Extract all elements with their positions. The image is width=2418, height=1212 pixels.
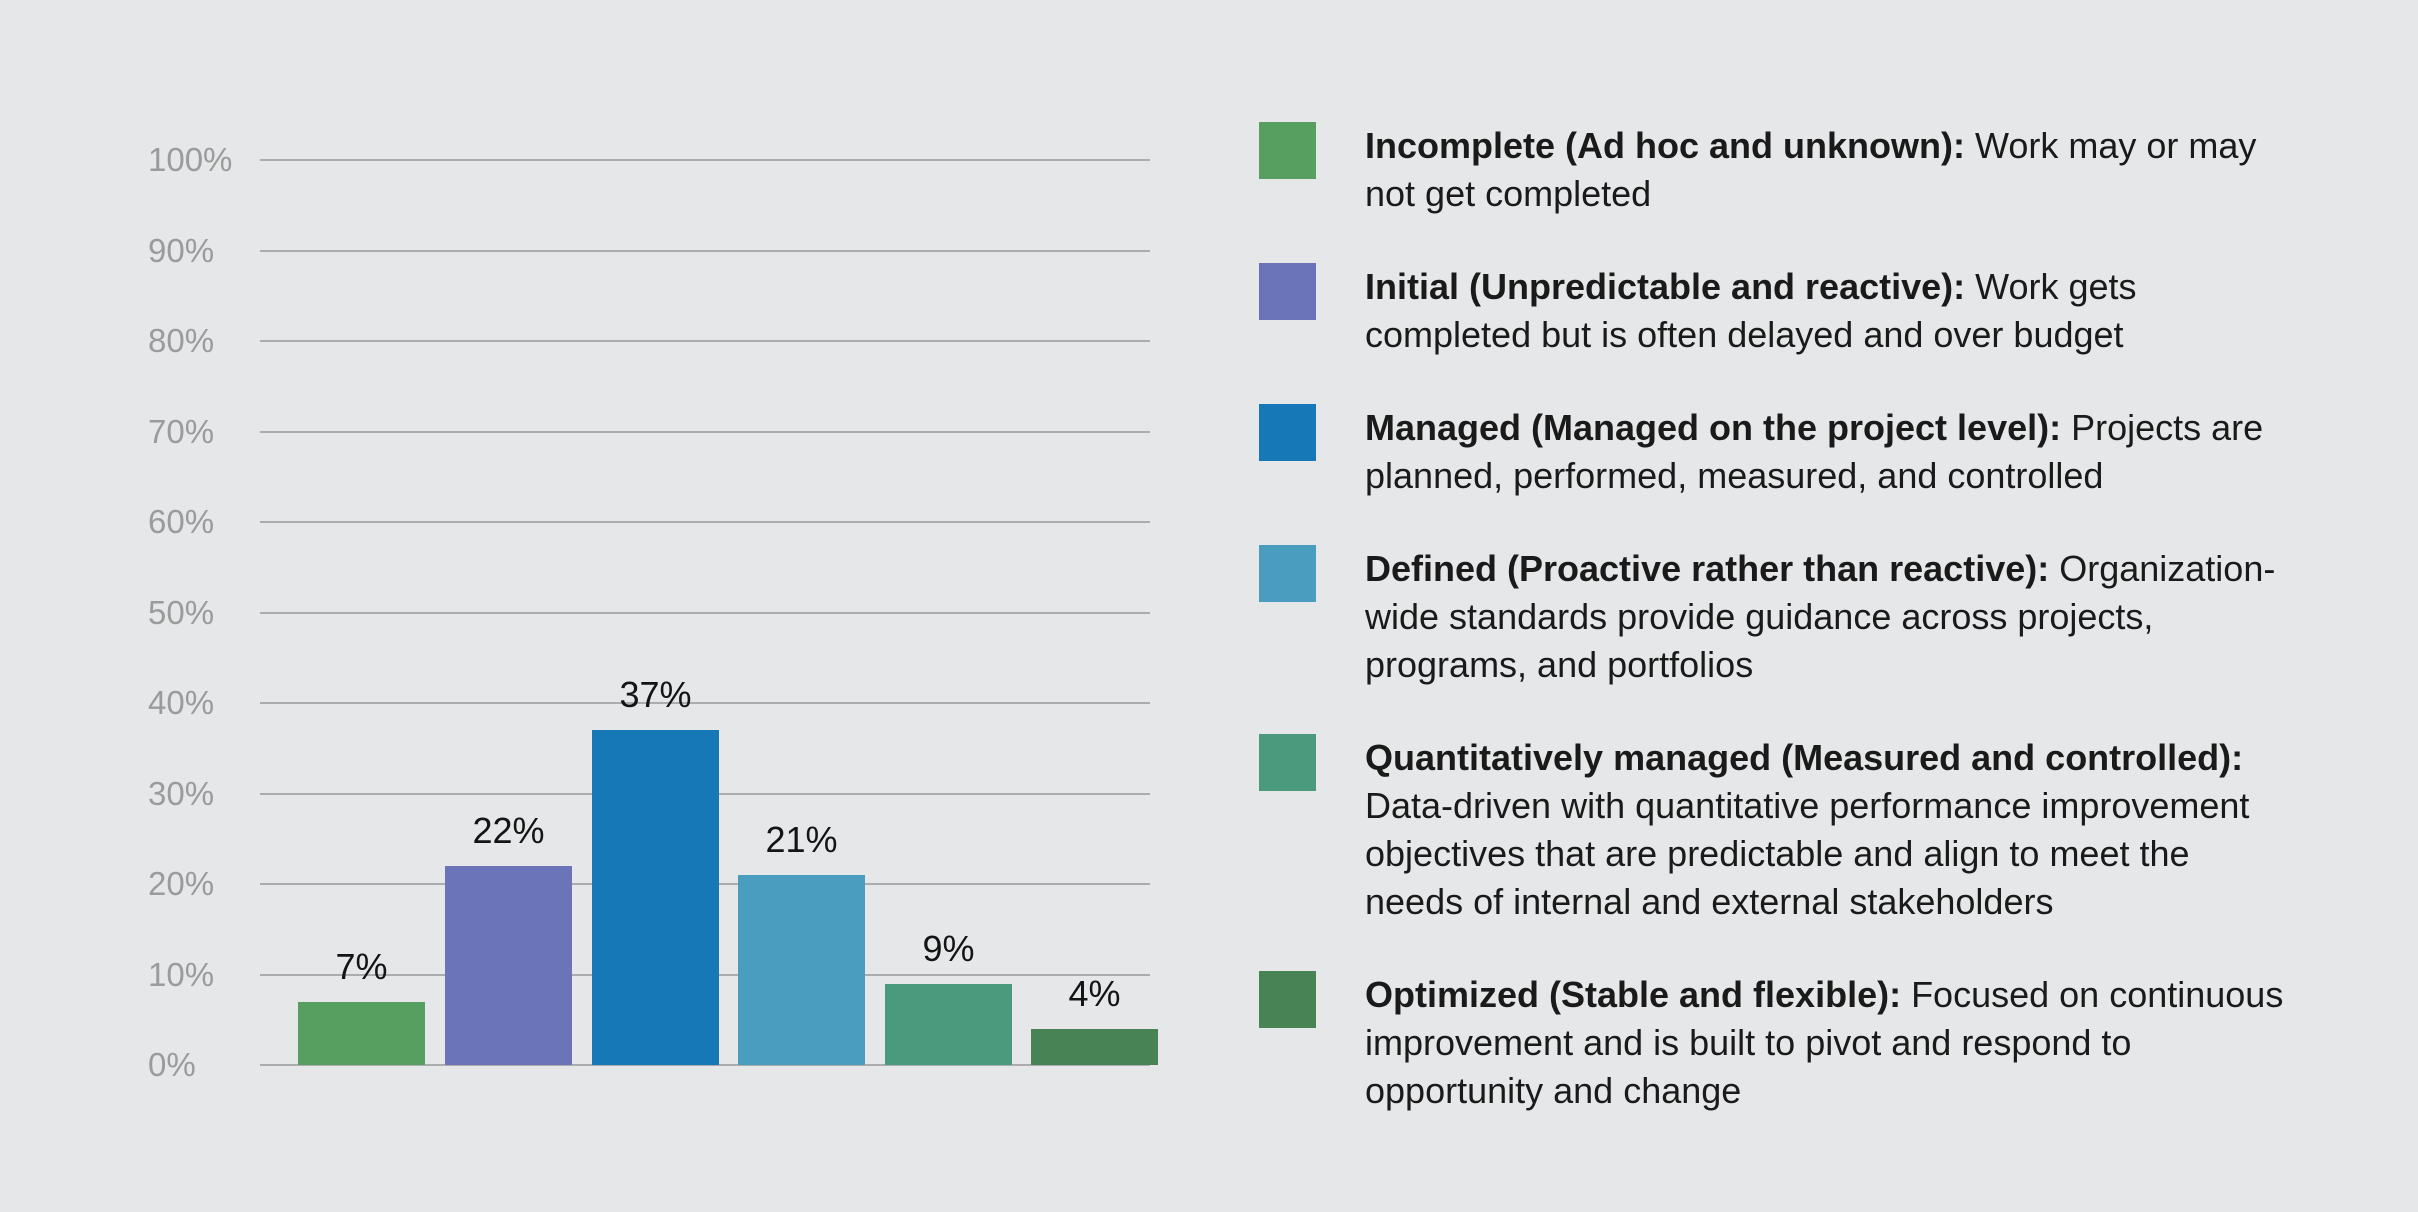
legend-text-6: Optimized (Stable and flexible): Focused… [1365,971,2295,1115]
legend-swatch-2 [1259,263,1316,320]
legend-swatch-5 [1259,734,1316,791]
legend: Incomplete (Ad hoc and unknown): Work ma… [1259,122,2319,1115]
y-axis-tick-label-10: 10% [148,955,215,993]
legend-description-4: Organization-wide standards provide guid… [1365,548,2276,685]
legend-item-6: Optimized (Stable and flexible): Focused… [1259,971,2319,1115]
legend-swatch-4 [1259,545,1316,602]
legend-term-1: Incomplete (Ad hoc and unknown): [1365,125,1965,166]
y-axis-tick-label-40: 40% [148,684,215,721]
bar-incomplete [298,1001,425,1065]
gridline-90 [260,249,1150,252]
legend-term-4: Defined (Proactive rather than reactive)… [1365,548,2050,589]
legend-description-3: Projects are planned, performed, measure… [1365,407,2264,496]
legend-term-3: Managed (Managed on the project level): [1365,407,2062,448]
gridline-40 [260,702,1150,704]
bar-value-label-optimized: 4% [1068,972,1121,1014]
bar-value-label-incomplete: 7% [335,945,388,987]
gridline-100 [260,159,1150,161]
legend-swatch-6 [1259,971,1316,1028]
y-axis-tick-label-30: 30% [148,774,215,812]
legend-item-4: Defined (Proactive rather than reactive)… [1259,545,2319,689]
bar-value-label-defined: 21% [765,818,838,860]
legend-description-1: Work may or may not get completed [1365,125,2257,214]
legend-text-1: Incomplete (Ad hoc and unknown): Work ma… [1365,122,2295,218]
legend-text-3: Managed (Managed on the project level): … [1365,404,2295,500]
bar-value-label-managed: 37% [619,674,692,716]
legend-text-2: Initial (Unpredictable and reactive): Wo… [1365,263,2295,359]
y-axis-tick-label-70: 70% [148,412,215,450]
bar-optimized [1031,1028,1158,1065]
bar-quantitatively-managed [885,983,1012,1065]
legend-term-2: Initial (Unpredictable and reactive): [1365,266,1966,307]
legend-swatch-1 [1259,122,1316,179]
legend-text-4: Defined (Proactive rather than reactive)… [1365,545,2295,689]
legend-swatch-3 [1259,404,1316,461]
bar-value-label-quantitatively-managed: 9% [922,927,975,969]
legend-description-2: Work gets completed but is often delayed… [1365,266,2137,355]
bar-managed [592,730,719,1065]
y-axis-tick-label-90: 90% [148,231,215,269]
legend-term-5: Quantitatively managed (Measured and con… [1365,737,2244,778]
y-axis-tick-label-80: 80% [148,322,215,359]
y-axis-tick-label-100: 100% [148,141,233,178]
y-axis-tick-label-0: 0% [148,1046,196,1083]
y-axis-tick-label-20: 20% [148,865,215,902]
y-axis-tick-label-50: 50% [148,593,215,631]
bar-initial [445,865,572,1065]
legend-text-5: Quantitatively managed (Measured and con… [1365,734,2295,926]
bar-value-label-initial: 22% [472,809,545,851]
legend-item-2: Initial (Unpredictable and reactive): Wo… [1259,263,2319,359]
gridline-60 [260,521,1150,523]
legend-description-5: Data-driven with quantitative performanc… [1365,785,2250,922]
plot-area: 7% 22% 37% 21% 9% 4% [260,159,1158,1066]
legend-term-6: Optimized (Stable and flexible): [1365,974,1902,1015]
gridline-50 [260,611,1150,614]
bar-chart: 0% 10% 20% 30% 40% 50% 60% 70% 80% 90% 100% 7% 22% 3… [148,141,1158,1083]
bar-defined [738,874,865,1065]
gridline-0 [260,1064,1150,1066]
y-axis-tick-label-60: 60% [148,503,215,540]
gridline-80 [260,340,1150,342]
legend-description-6: Focused on continuous improvement and is… [1365,974,2284,1111]
legend-item-1: Incomplete (Ad hoc and unknown): Work ma… [1259,122,2319,218]
legend-item-3: Managed (Managed on the project level): … [1259,404,2319,500]
legend-item-5: Quantitatively managed (Measured and con… [1259,734,2319,926]
gridline-70 [260,430,1150,433]
